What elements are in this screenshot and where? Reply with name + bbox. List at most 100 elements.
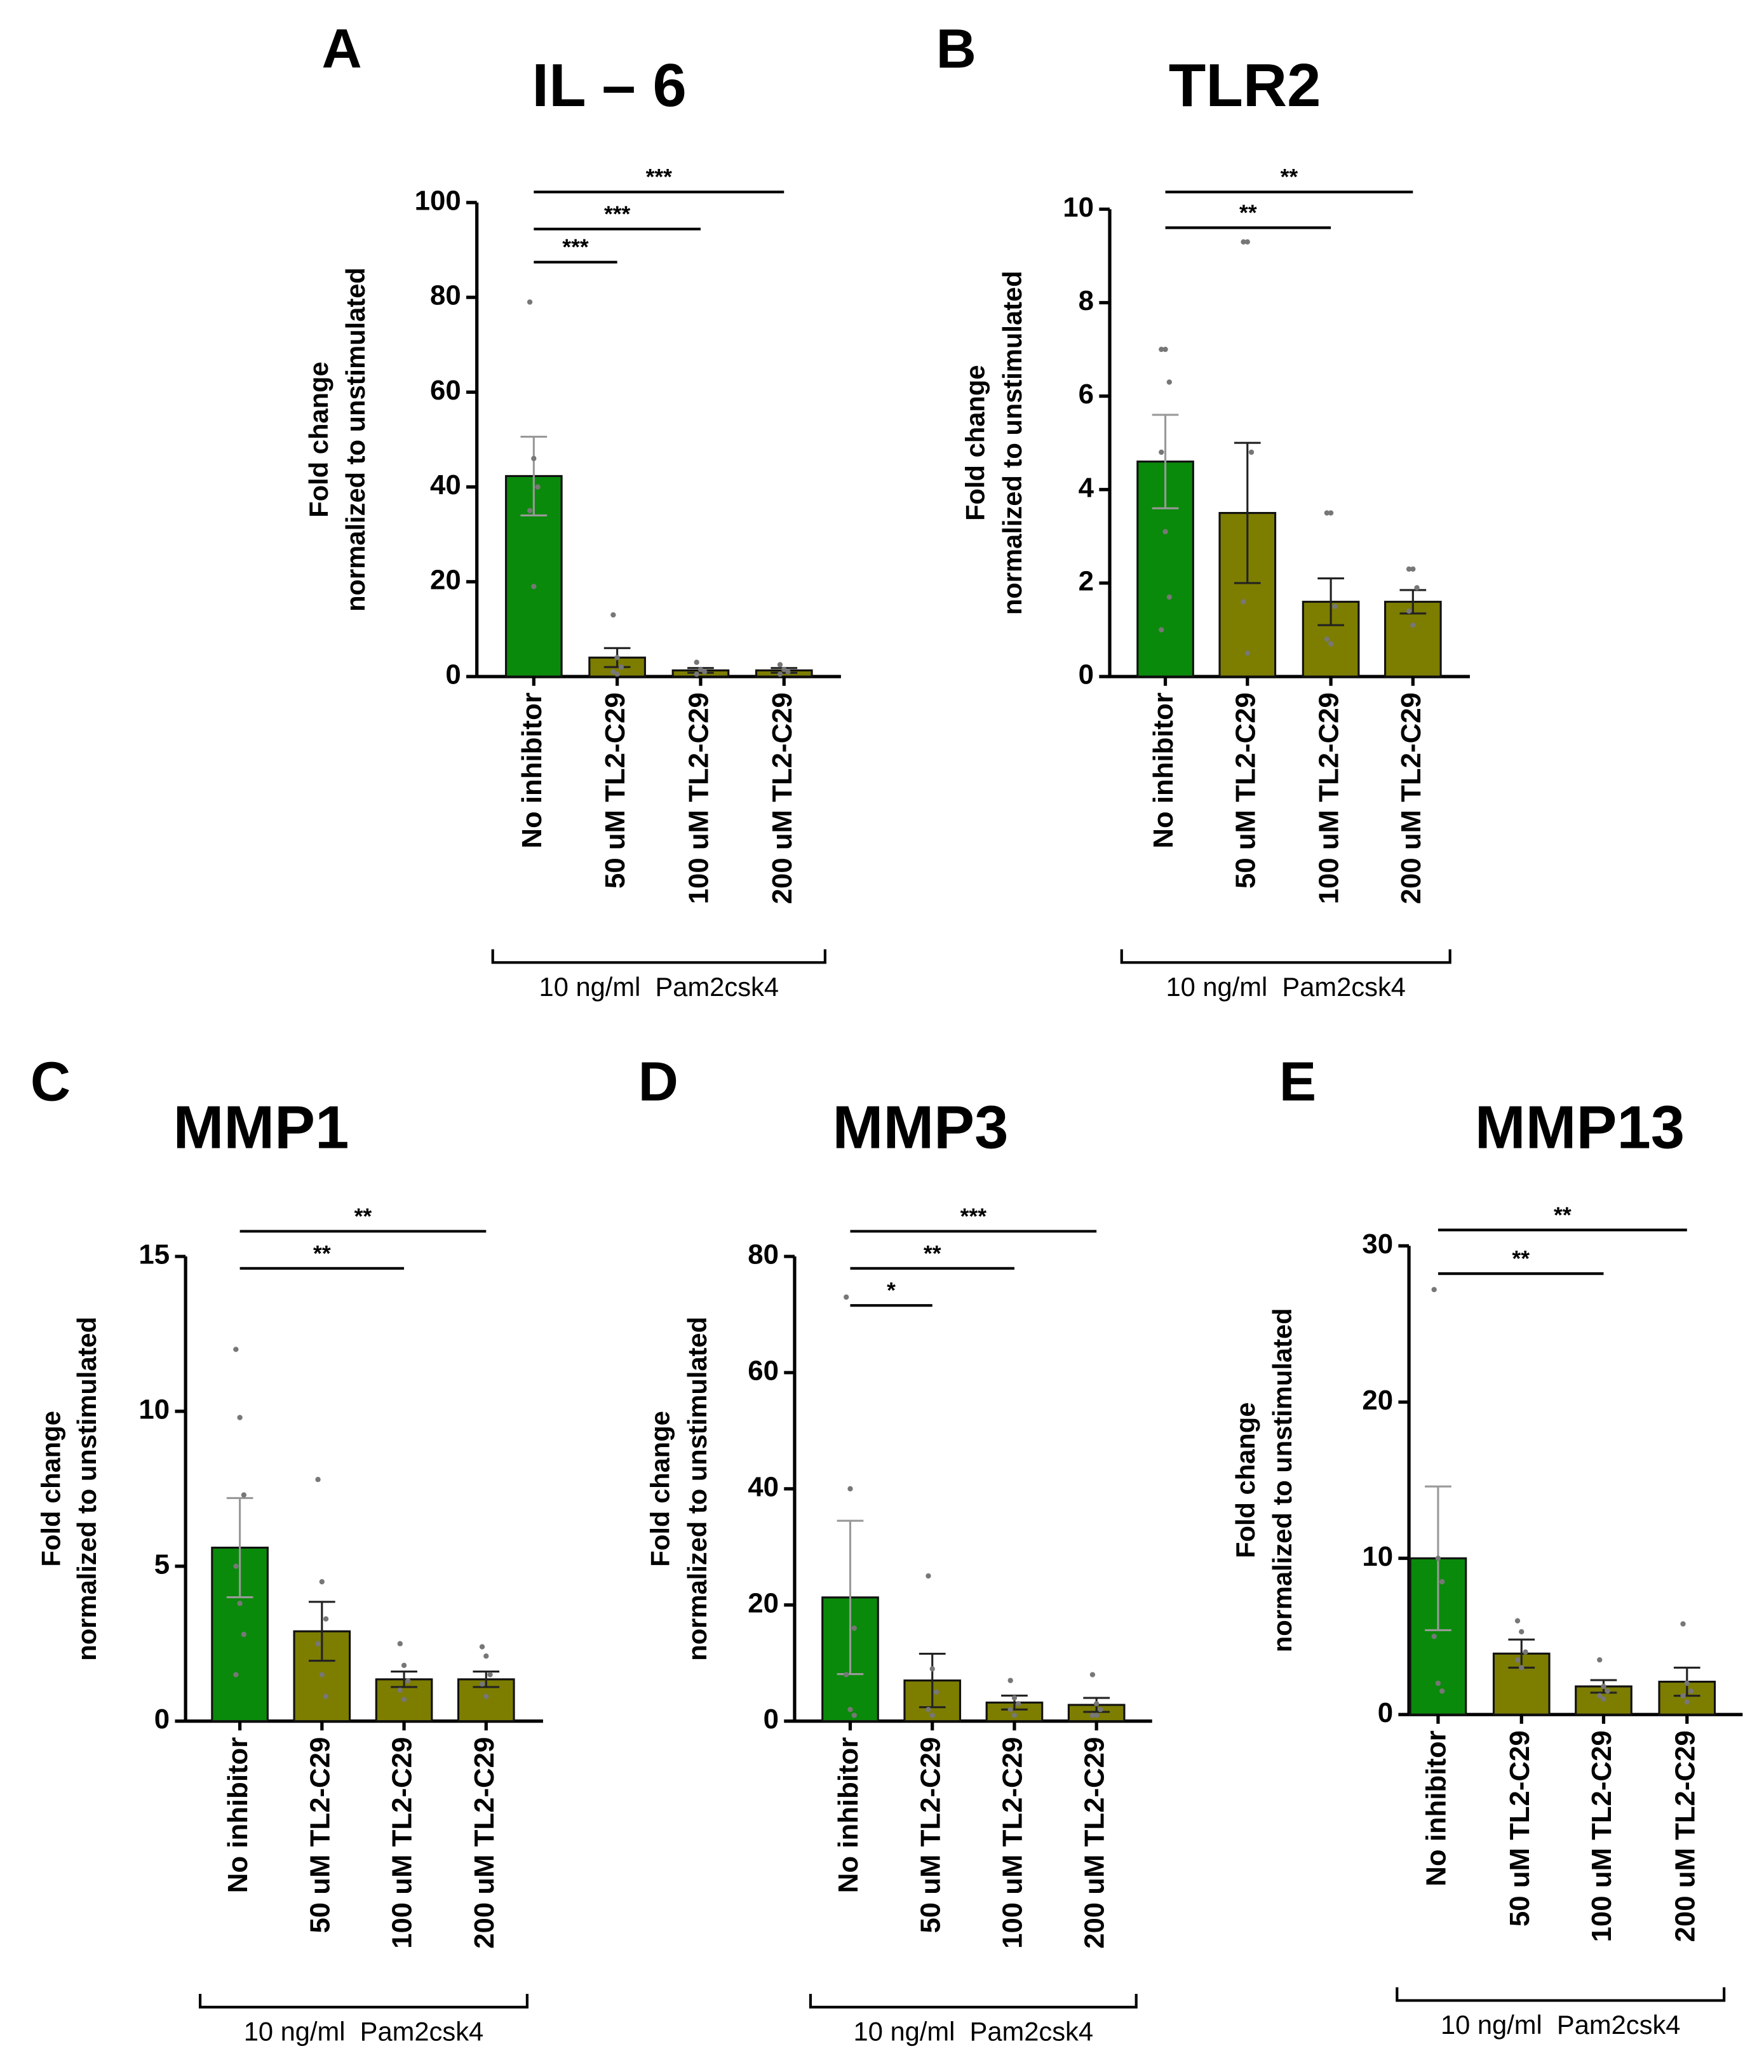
x-tick-label: 50 uM TL2-C29 — [1230, 692, 1261, 889]
y-tick-label: 15 — [138, 1239, 170, 1270]
data-point — [1089, 1672, 1096, 1678]
data-point — [401, 1662, 407, 1669]
data-point — [237, 1415, 243, 1420]
data-point — [926, 1573, 931, 1579]
x-tick-label: 50 uM TL2-C29 — [915, 1737, 946, 1934]
group-bracket — [809, 1994, 1138, 2008]
data-point — [929, 1712, 935, 1718]
significance-label: ** — [1554, 1202, 1572, 1228]
data-point — [241, 1492, 247, 1498]
data-point — [1166, 594, 1172, 600]
data-point — [1523, 1649, 1528, 1655]
panel-letter: B — [936, 17, 976, 79]
data-point — [1089, 1712, 1096, 1718]
data-point — [694, 659, 699, 665]
data-point — [1680, 1693, 1686, 1699]
x-tick-label: No inhibitor — [516, 692, 548, 849]
data-point — [781, 666, 787, 673]
y-tick-label: 10 — [138, 1394, 170, 1425]
x-tick-label: 100 uM TL2-C29 — [683, 692, 715, 904]
data-point — [1406, 566, 1412, 572]
data-point — [610, 612, 616, 618]
y-tick-label: 0 — [154, 1704, 170, 1735]
data-point — [397, 1687, 403, 1693]
data-point — [319, 1672, 325, 1678]
y-axis-label: Fold change — [1230, 1403, 1260, 1558]
y-tick-label: 20 — [748, 1587, 779, 1618]
data-point — [1007, 1678, 1013, 1683]
data-point — [694, 671, 699, 677]
data-point — [1601, 1683, 1606, 1690]
data-point — [401, 1697, 407, 1702]
data-point — [531, 455, 537, 462]
data-point — [1605, 1688, 1610, 1694]
y-tick-label: 100 — [415, 185, 461, 216]
x-tick-label: 50 uM TL2-C29 — [1504, 1730, 1535, 1927]
x-tick-label: No inhibitor — [1420, 1730, 1451, 1887]
significance-label: *** — [562, 234, 589, 260]
data-point — [1098, 1707, 1103, 1712]
data-point — [1007, 1707, 1013, 1712]
significance-label: ** — [354, 1204, 372, 1229]
data-point — [1514, 1618, 1521, 1624]
chart-title: TLR2 — [1169, 51, 1321, 119]
group-label: 10 ng/ml Pam2csk4 — [854, 2017, 1094, 2047]
data-point — [702, 669, 708, 675]
data-point — [1162, 528, 1168, 535]
group-label: 10 ng/ml Pam2csk4 — [1441, 2010, 1681, 2040]
data-point — [851, 1625, 857, 1631]
data-point — [1410, 622, 1416, 628]
data-point — [847, 1707, 853, 1712]
data-point — [1159, 627, 1164, 633]
x-tick-label: 200 uM TL2-C29 — [1396, 692, 1427, 904]
chart-title: IL – 6 — [532, 51, 686, 119]
data-point — [323, 1693, 329, 1699]
data-point — [1159, 346, 1164, 353]
data-point — [483, 1653, 489, 1659]
significance-label: *** — [646, 165, 673, 190]
data-point — [405, 1678, 411, 1684]
chart-title: MMP1 — [173, 1093, 349, 1161]
x-tick-label: 200 uM TL2-C29 — [1669, 1730, 1700, 1942]
data-point — [1093, 1701, 1100, 1707]
data-point — [1328, 510, 1334, 516]
y-tick-label: 80 — [430, 280, 461, 311]
group-label: 10 ng/ml Pam2csk4 — [539, 972, 779, 1002]
data-point — [1093, 1712, 1100, 1718]
data-point — [1241, 239, 1246, 245]
group-bracket — [1396, 1987, 1726, 2002]
data-point — [1162, 346, 1168, 353]
data-point — [315, 1641, 321, 1646]
data-point — [1597, 1693, 1603, 1699]
data-point — [1439, 1688, 1445, 1694]
data-point — [777, 662, 783, 668]
data-point — [1439, 1578, 1445, 1585]
data-point — [1680, 1621, 1686, 1627]
group-label: 10 ng/ml Pam2csk4 — [244, 2017, 484, 2047]
data-point — [697, 666, 704, 673]
data-point — [535, 484, 541, 490]
x-tick-label: No inhibitor — [1148, 692, 1179, 849]
data-point — [483, 1693, 489, 1699]
data-point — [1431, 1634, 1437, 1639]
panel-letter: A — [321, 17, 361, 79]
significance-label: ** — [1512, 1246, 1530, 1272]
group-bracket — [1120, 949, 1451, 964]
data-point — [1435, 1556, 1441, 1561]
panel-letter: C — [30, 1050, 71, 1112]
y-axis-label: normalized to unstimulated — [72, 1317, 102, 1661]
y-axis-label: normalized to unstimulated — [1267, 1308, 1297, 1652]
y-axis-label: Fold change — [36, 1411, 66, 1566]
y-tick-label: 0 — [764, 1704, 779, 1735]
significance-label: *** — [604, 201, 631, 227]
data-point — [847, 1486, 853, 1492]
data-point — [1597, 1657, 1603, 1663]
data-point — [618, 664, 624, 670]
data-point — [319, 1578, 325, 1585]
data-point — [926, 1707, 931, 1712]
data-point — [1410, 566, 1416, 572]
data-point — [1016, 1701, 1021, 1707]
x-tick-label: 100 uM TL2-C29 — [1314, 692, 1345, 904]
x-tick-label: 50 uM TL2-C29 — [600, 692, 631, 889]
data-point — [1414, 585, 1420, 591]
